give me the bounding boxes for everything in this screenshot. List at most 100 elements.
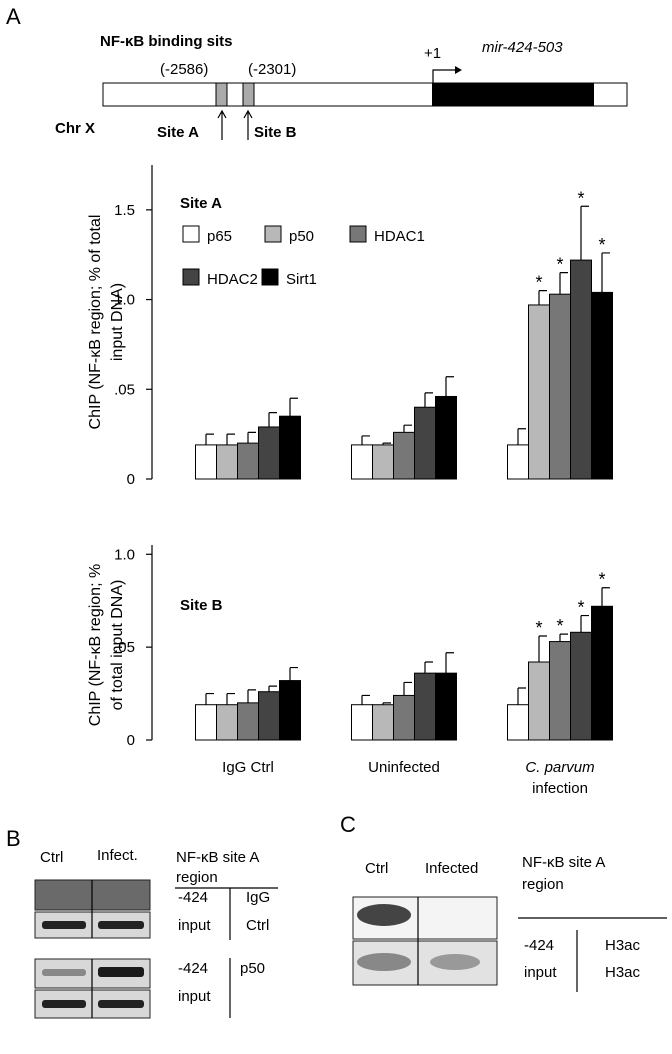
error-bar <box>403 424 412 433</box>
bar <box>237 702 259 741</box>
panel-label: B <box>6 826 21 851</box>
y-tick-label: 0 <box>127 732 135 749</box>
bar <box>435 395 457 480</box>
x-tick-label: C. parvum <box>525 759 594 776</box>
row-label: -424 <box>524 937 554 954</box>
error-bar <box>559 272 568 295</box>
y-tick-label: 1.5 <box>114 202 135 219</box>
error-bar <box>247 431 256 444</box>
legend-label: p65 <box>207 228 232 245</box>
error-bar <box>445 652 454 674</box>
band <box>42 1000 86 1008</box>
bar <box>414 672 436 741</box>
bar <box>216 704 238 741</box>
band <box>42 969 86 976</box>
arrow-head <box>455 66 462 74</box>
bar <box>414 406 436 480</box>
x-tick-label: Uninfected <box>368 759 440 776</box>
error-bar <box>403 681 412 696</box>
gene-name: mir-424-503 <box>482 39 563 56</box>
bar <box>237 442 259 480</box>
bar <box>435 672 457 741</box>
error-bar <box>289 666 298 681</box>
significance: * <box>598 570 605 590</box>
row-label: -424 <box>178 889 208 906</box>
antibody-label: Ctrl <box>246 917 269 934</box>
significance: * <box>598 235 605 255</box>
antibody-label: p50 <box>240 960 265 977</box>
column-label: Ctrl <box>365 860 388 877</box>
antibody-label: H3ac <box>605 937 641 954</box>
y-axis-label: of total input DNA) <box>109 580 126 711</box>
bar <box>393 431 415 480</box>
legend-swatch <box>261 268 279 286</box>
y-axis-label: ChIP (NF-κB region; % <box>87 564 104 726</box>
bar <box>351 444 373 480</box>
significance: * <box>535 273 542 293</box>
y-tick-label: 1.0 <box>114 546 135 563</box>
y-axis-label: ChIP (NF-κB region; % of total <box>87 215 104 430</box>
bar <box>549 641 571 741</box>
column-label: Ctrl <box>40 849 63 866</box>
y-axis-label: input DNA) <box>109 283 126 361</box>
bar <box>570 631 592 741</box>
bar <box>195 704 217 741</box>
bar <box>258 426 280 480</box>
site-box <box>215 82 228 107</box>
site-arrow <box>217 109 227 140</box>
error-bar <box>538 635 547 662</box>
legend-swatch <box>264 225 282 243</box>
position-label: (-2586) <box>160 61 208 78</box>
site-label: Site A <box>157 124 199 141</box>
bar <box>393 694 415 741</box>
gene-box <box>432 83 594 106</box>
header: region <box>522 876 564 893</box>
error-bar <box>205 433 214 445</box>
significance: * <box>556 255 563 275</box>
y-tick-label: 0 <box>127 471 135 488</box>
bar <box>279 415 301 480</box>
bar <box>570 259 592 480</box>
gene-diagram: A NF-κB binding sits (-2586) (-2301) +1 … <box>6 4 628 141</box>
bar <box>528 304 550 480</box>
error-bar <box>289 397 298 417</box>
panel-label: C <box>340 812 356 837</box>
error-bar <box>424 392 433 408</box>
error-bar <box>382 442 391 445</box>
error-bar <box>517 428 526 445</box>
error-bar <box>382 702 391 705</box>
error-bar <box>205 692 214 705</box>
bar <box>507 704 529 741</box>
error-bar <box>226 433 235 445</box>
bar <box>216 444 238 480</box>
charts: 0 .05 1.0 1.5 Site A ChIP (NF-κB region; % of… <box>87 165 613 797</box>
bar <box>258 691 280 741</box>
row-label: input <box>178 988 211 1005</box>
row-label: -424 <box>178 960 208 977</box>
error-bar <box>268 685 277 692</box>
site-label: Site B <box>254 124 297 141</box>
chromosome-label: Chr X <box>55 120 95 137</box>
error-bar <box>361 694 370 705</box>
bar <box>591 605 613 741</box>
bar <box>528 661 550 741</box>
bar <box>195 444 217 480</box>
significance: * <box>577 598 584 618</box>
bar <box>372 444 394 480</box>
column-label: Infect. <box>97 847 138 864</box>
error-bar <box>424 661 433 674</box>
legend-label: HDAC1 <box>374 228 425 245</box>
panel-label: A <box>6 4 21 29</box>
error-bar <box>559 633 568 642</box>
error-bar <box>601 252 610 293</box>
x-tick-label: infection <box>532 780 588 797</box>
error-bar <box>361 435 370 445</box>
position-label: (-2301) <box>248 61 296 78</box>
antibody-label: IgG <box>246 889 270 906</box>
band <box>357 904 411 926</box>
x-tick-label: IgG Ctrl <box>222 759 274 776</box>
error-bar <box>580 205 589 261</box>
significance: * <box>577 188 584 208</box>
gel-b: B Ctrl Infect. NF-κB site A region -424 … <box>6 826 278 1019</box>
